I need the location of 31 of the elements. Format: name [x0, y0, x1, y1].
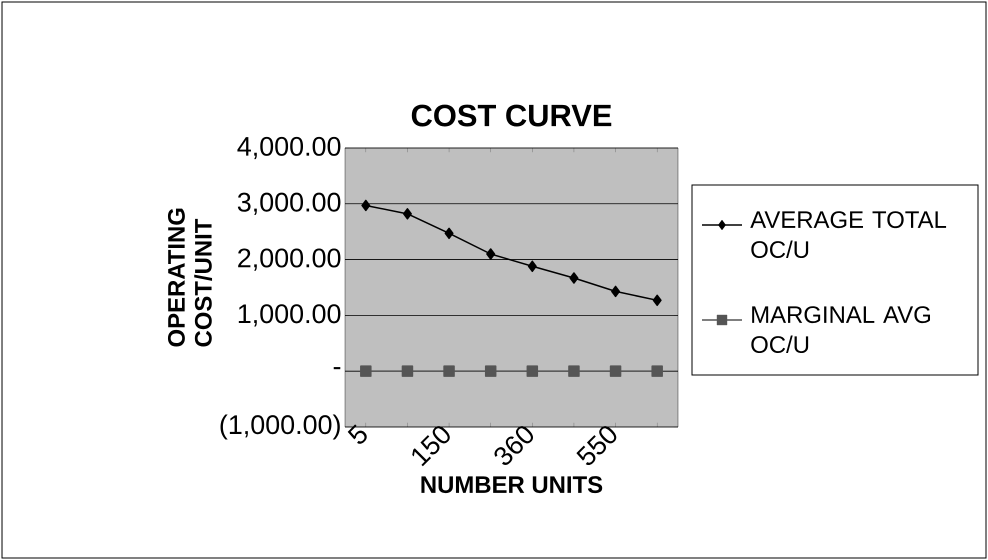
y-tick-label: 4,000.00 [237, 136, 340, 160]
chart-title: COST CURVE [412, 104, 612, 126]
point [652, 294, 662, 306]
point [402, 365, 414, 377]
point [443, 365, 455, 377]
point [610, 365, 622, 377]
y-tick-label: 2,000.00 [238, 248, 340, 271]
x-axis-title: NUMBER UNITS [421, 476, 602, 494]
point [568, 365, 580, 377]
x-tick-label: 150 [412, 426, 450, 466]
x-tick-label: 550 [576, 426, 616, 466]
point [526, 365, 538, 377]
point [486, 248, 496, 260]
point [569, 272, 578, 284]
y-tick-label: 3,000.00 [238, 192, 340, 215]
legend-label: MARGINAL AVG OC/U [751, 306, 930, 353]
y-tick-label: - [334, 367, 340, 370]
x-tick-label: 5 [348, 424, 367, 444]
point [360, 365, 372, 377]
y-tick-label: (1,000.00) [220, 414, 340, 440]
point [484, 365, 496, 377]
point [611, 286, 620, 298]
point [361, 200, 370, 212]
point [528, 260, 537, 272]
y-tick-label: 1,000.00 [238, 304, 340, 326]
y-axis-title: OPERATING COST/UNIT [168, 208, 212, 346]
legend-label: AVERAGE TOTAL OC/U [750, 211, 946, 258]
point [402, 208, 412, 220]
point [651, 365, 663, 377]
point [444, 228, 454, 240]
x-tick-label: 360 [494, 426, 534, 465]
